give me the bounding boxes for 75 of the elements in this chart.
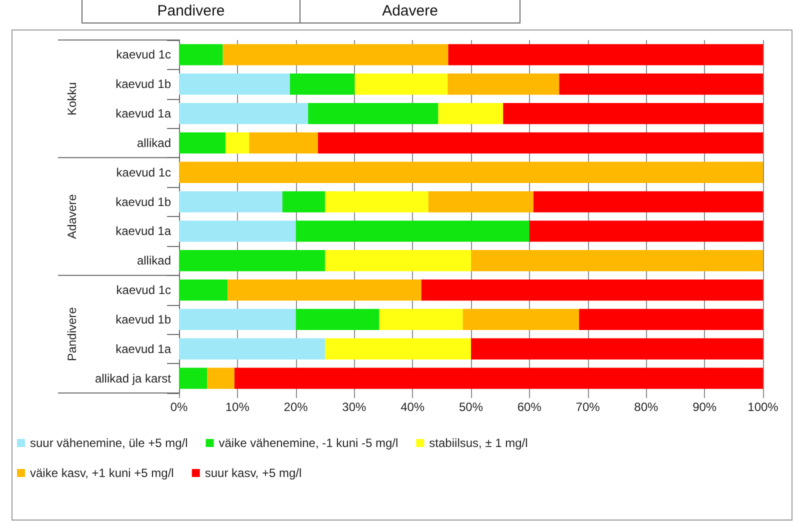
- legend-label: stabiilsus, ± 1 mg/l: [429, 436, 528, 450]
- bar: [325, 338, 471, 360]
- x-tick-label: 60%: [517, 400, 542, 414]
- bar: [207, 368, 234, 389]
- legend-label: suur kasv, +5 mg/l: [204, 466, 302, 480]
- bar: [290, 74, 355, 95]
- y-tick-label: allikad: [136, 136, 171, 150]
- x-tick-label: 30%: [342, 400, 367, 414]
- bar: [179, 338, 325, 360]
- x-tick-label: 80%: [634, 400, 659, 414]
- y-tick-label: kaevud 1c: [116, 48, 171, 62]
- bar: [448, 74, 560, 95]
- bar: [296, 220, 530, 242]
- y-tick-label: kaevud 1b: [116, 77, 172, 92]
- bar: [222, 44, 448, 66]
- bar: [179, 132, 226, 154]
- text: Adavere: [65, 194, 79, 239]
- text: Kokku: [65, 82, 79, 116]
- x-tick-label: 10%: [225, 400, 250, 414]
- bar: [325, 191, 428, 212]
- y-tick-label: kaevud 1b: [116, 312, 172, 326]
- x-tick-label: 100%: [748, 400, 779, 414]
- bar: [179, 279, 228, 301]
- y-tick-label: allikad ja karst: [94, 371, 172, 386]
- bar: [471, 338, 763, 360]
- bar: [471, 250, 763, 272]
- bar: [179, 250, 325, 272]
- bar: [179, 220, 296, 242]
- bar: [227, 279, 422, 301]
- x-tick-label: 70%: [576, 400, 600, 414]
- bar: [428, 191, 534, 212]
- bar: [529, 220, 763, 242]
- bar: [438, 102, 504, 124]
- y-tick-label: kaevud 1c: [116, 165, 171, 180]
- text: Pandivere: [65, 306, 79, 362]
- text: Pandivere: [157, 2, 225, 20]
- bar: [179, 102, 308, 124]
- y-tick-label: kaevud 1a: [116, 224, 172, 238]
- bar: [354, 74, 448, 95]
- x-tick-label: 50%: [458, 400, 484, 414]
- bar: [325, 250, 471, 272]
- legend-label: suur vähenemine, üle +5 mg/l: [30, 436, 188, 450]
- bar: [179, 308, 296, 330]
- text: Adavere: [382, 2, 438, 20]
- y-tick-label: kaevud 1c: [116, 283, 171, 298]
- y-tick-label: kaevud 1b: [116, 194, 172, 209]
- x-tick-label: 0%: [170, 400, 188, 414]
- bar: [533, 191, 763, 212]
- bar: [179, 162, 763, 183]
- y-tick-label: kaevud 1a: [116, 342, 172, 356]
- bar: [421, 279, 763, 301]
- bar: [234, 368, 763, 389]
- bar: [179, 191, 282, 212]
- y-tick-label: kaevud 1a: [116, 106, 172, 121]
- legend-label: väike kasv, +1 kuni +5 mg/l: [30, 466, 174, 480]
- bar: [579, 308, 763, 330]
- bar: [179, 44, 223, 66]
- bar: [282, 191, 325, 212]
- bar: [503, 102, 763, 124]
- x-tick-label: 90%: [692, 400, 717, 414]
- bar: [318, 132, 763, 154]
- bar: [308, 102, 438, 124]
- bar: [559, 74, 763, 95]
- y-tick-label: allikad: [136, 254, 171, 268]
- legend-label: väike vähenemine, -1 kuni -5 mg/l: [218, 436, 398, 450]
- x-tick-label: 20%: [284, 400, 308, 414]
- bar: [226, 132, 250, 154]
- bar: [448, 44, 763, 66]
- bar: [249, 132, 318, 154]
- bar: [462, 308, 580, 330]
- bar: [179, 368, 208, 389]
- bar: [179, 74, 290, 95]
- bar: [296, 308, 380, 330]
- x-tick-label: 40%: [400, 400, 425, 414]
- bar: [379, 308, 463, 330]
